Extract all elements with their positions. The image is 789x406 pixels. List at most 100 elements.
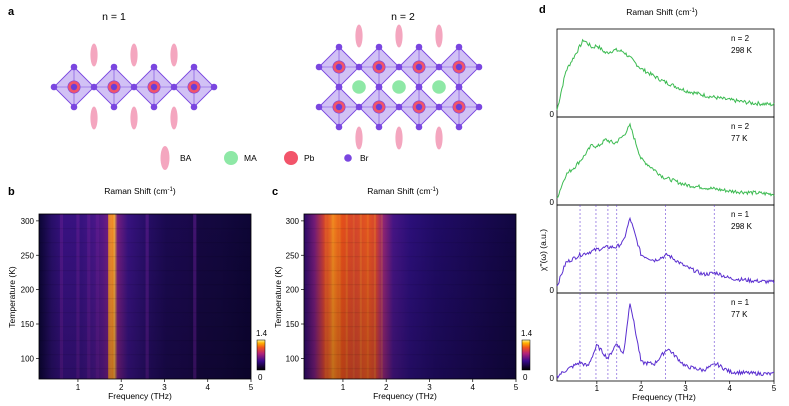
- n2-ba-top-1: [395, 24, 403, 48]
- panel-b: b Raman Shift (cm-1) 1234520601001403002…: [7, 186, 268, 401]
- b-x-tick-label-3: 4: [206, 383, 211, 392]
- n2-top-br-atom-8: [415, 43, 423, 51]
- d-zero-label-1: 0: [550, 198, 555, 207]
- b-y-tick-label-0: 300: [21, 217, 35, 226]
- n2-ma-atom-0: [352, 80, 366, 94]
- panel-label-b: b: [8, 186, 15, 198]
- n2-bottom-pb-core-0: [335, 103, 343, 111]
- n1-br-atom-2: [70, 63, 78, 71]
- n1-br-atom-7: [170, 83, 178, 91]
- c-x-tick-label-1: 2: [384, 383, 389, 392]
- n1-br-atom-4: [130, 83, 138, 91]
- n1-pb-core-2: [150, 83, 158, 91]
- c-heatmap: [303, 213, 517, 380]
- ba-ellipse-icon: [160, 146, 170, 170]
- b-y-tick-label-1: 250: [21, 251, 35, 260]
- b-axes: 123452060100140300250200150100: [21, 217, 254, 392]
- b-y-tick-label-2: 200: [21, 286, 35, 295]
- b-x-tick-label-2: 3: [162, 383, 167, 392]
- crystal-structure-n2: [315, 24, 483, 150]
- n2-top-pb-core-3: [455, 63, 463, 71]
- panel-a: a n = 1 n = 2 BA MA Pb Br: [8, 6, 483, 170]
- d-trace-n-label-3: n = 1: [731, 298, 750, 307]
- d-zero-label-3: 0: [550, 374, 555, 383]
- c-x-tick-label-2: 3: [427, 383, 432, 392]
- n2-top-pb-core-1: [375, 63, 383, 71]
- n2-top-br-atom-10: [475, 63, 483, 71]
- d-trace-temp-label-2: 298 K: [731, 222, 753, 231]
- n2-bottom-br-atom-8: [415, 83, 423, 91]
- b-colorbar-min: 0: [258, 373, 263, 382]
- legend-item-ba: BA: [160, 146, 192, 170]
- pb-circle-icon: [284, 151, 298, 165]
- c-heatmap-shade: [304, 214, 516, 379]
- n1-br-atom-11: [190, 63, 198, 71]
- panel-label-c: c: [272, 186, 278, 198]
- n1-ba-top-2: [170, 43, 178, 67]
- legend-item-ma: MA: [224, 151, 257, 165]
- n1-pb-core-0: [70, 83, 78, 91]
- n2-top-pb-core-0: [335, 63, 343, 71]
- n2-top-pb-core-2: [415, 63, 423, 71]
- d-zero-label-0: 0: [550, 110, 555, 119]
- n2-bottom-br-atom-1: [355, 103, 363, 111]
- n2-bottom-br-atom-5: [375, 83, 383, 91]
- n1-br-atom-5: [110, 63, 118, 71]
- c-colorbar: 1.4 0: [521, 329, 533, 382]
- legend-label-ma: MA: [244, 153, 257, 163]
- n1-ba-bottom-1: [130, 106, 138, 130]
- c-x-axis-label: Frequency (THz): [373, 391, 437, 401]
- c-x-tick-label-4: 5: [514, 383, 519, 392]
- legend: BA MA Pb Br: [160, 146, 369, 170]
- n2-bottom-br-atom-7: [435, 103, 443, 111]
- c-y-tick-label-2: 200: [286, 286, 300, 295]
- d-trace-0: [556, 38, 775, 111]
- n1-br-atom-10: [210, 83, 218, 91]
- n2-bottom-br-atom-9: [415, 123, 423, 131]
- n1-br-atom-9: [150, 103, 158, 111]
- legend-label-ba: BA: [180, 153, 192, 163]
- c-y-tick-label-1: 250: [286, 251, 300, 260]
- d-zero-label-2: 0: [550, 286, 555, 295]
- d-plots: 0 n = 2 298 K 0 n = 2 77 K 0 n = 1 298 K 0 n = 1 77…: [550, 28, 777, 393]
- d-trace-temp-label-0: 298 K: [731, 46, 753, 55]
- c-heatmap-frame: [303, 213, 517, 380]
- panel-label-d: d: [539, 4, 546, 16]
- crystal-structure-n1: [50, 43, 218, 130]
- n1-ba-top-1: [130, 43, 138, 67]
- d-x-tick-label-2: 3: [683, 384, 688, 393]
- ma-circle-icon: [224, 151, 238, 165]
- title-n2: n = 2: [391, 11, 415, 23]
- c-colorbar-min: 0: [523, 373, 528, 382]
- d-top-axis-label: Raman Shift (cm-1): [626, 7, 698, 17]
- n2-top-br-atom-7: [435, 63, 443, 71]
- d-x-tick-label-1: 2: [639, 384, 644, 393]
- n2-ma-atom-2: [432, 80, 446, 94]
- n2-ba-top-2: [435, 24, 443, 48]
- n2-bottom-pb-core-2: [415, 103, 423, 111]
- n2-ba-bottom-0: [355, 126, 363, 150]
- b-x-tick-label-0: 1: [76, 383, 81, 392]
- b-colorbar: 1.4 0: [256, 329, 268, 382]
- legend-item-br: Br: [344, 153, 369, 163]
- c-axes: 123452060100140300250200150100: [286, 217, 519, 392]
- n2-top-br-atom-2: [335, 43, 343, 51]
- n1-ba-bottom-2: [170, 106, 178, 130]
- n2-top-br-atom-5: [375, 43, 383, 51]
- panel-d: d Raman Shift (cm-1) 0 n = 2 298 K 0 n = 2 77…: [538, 4, 777, 402]
- title-n1: n = 1: [102, 11, 126, 23]
- b-x-tick-label-4: 5: [249, 383, 254, 392]
- panel-label-a: a: [8, 6, 15, 18]
- b-heatmap: [38, 213, 252, 380]
- d-x-tick-label-3: 4: [727, 384, 732, 393]
- legend-label-br: Br: [360, 153, 369, 163]
- d-trace-1: [556, 122, 775, 199]
- d-x-axis-label: Frequency (THz): [632, 392, 696, 402]
- d-x-tick-label-0: 1: [595, 384, 600, 393]
- b-colorbar-gradient: [256, 339, 266, 371]
- n2-bottom-pb-core-3: [455, 103, 463, 111]
- n2-top-br-atom-4: [395, 63, 403, 71]
- panel-c: c Raman Shift (cm-1) 1234520601001403002…: [272, 186, 533, 401]
- c-y-tick-label-3: 150: [286, 320, 300, 329]
